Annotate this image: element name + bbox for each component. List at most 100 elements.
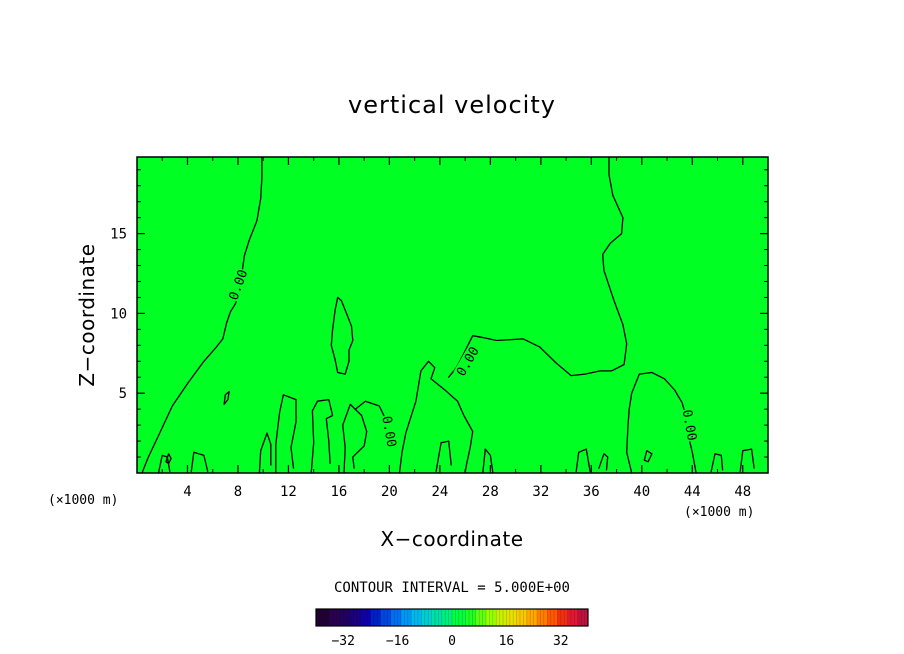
contour-label-2: 0.00 bbox=[378, 415, 398, 448]
colorbar-cell bbox=[404, 609, 409, 626]
colorbar-cell bbox=[499, 609, 504, 626]
x-tick-label-4: 20 bbox=[381, 484, 398, 500]
x-tick-label-11: 48 bbox=[734, 484, 751, 500]
colorbar-cell bbox=[513, 609, 517, 626]
contour-label-bg-1 bbox=[453, 343, 482, 379]
x-tick-label-5: 24 bbox=[431, 484, 448, 500]
zero-contour-15 bbox=[575, 448, 591, 473]
zero-contour-1 bbox=[330, 296, 354, 375]
x-tick-label-10: 44 bbox=[684, 484, 701, 500]
x-unit-label-right: (×1000 m) bbox=[684, 505, 754, 520]
colorbar-cell bbox=[333, 609, 337, 626]
zero-contour-8 bbox=[310, 398, 334, 474]
colorbar-tick-label-0: −32 bbox=[331, 634, 354, 649]
colorbar-cell bbox=[516, 609, 521, 626]
colorbar-cell bbox=[384, 609, 388, 626]
colorbar-cell bbox=[584, 609, 589, 626]
zero-contour-17 bbox=[710, 453, 724, 473]
colorbar-cell bbox=[503, 609, 507, 626]
zero-contour-12 bbox=[190, 451, 209, 473]
zero-contour-3 bbox=[448, 156, 628, 378]
zero-contour-13 bbox=[435, 440, 452, 473]
colorbar-cell bbox=[407, 609, 412, 626]
y-axis-label: Z−coordinate bbox=[75, 243, 99, 386]
zero-contour-6 bbox=[258, 432, 272, 474]
y-tick-label-0: 5 bbox=[119, 386, 127, 402]
colorbar-cell bbox=[547, 609, 551, 626]
colorbar-cell bbox=[441, 609, 446, 626]
colorbar-cell bbox=[438, 609, 443, 626]
x-tick-label-9: 40 bbox=[633, 484, 650, 500]
colorbar-cell bbox=[482, 609, 487, 626]
chart-title: vertical velocity bbox=[348, 91, 556, 119]
colorbar-cell bbox=[533, 609, 538, 626]
colorbar-cell bbox=[574, 609, 579, 626]
colorbar-cell bbox=[537, 609, 541, 626]
colorbar-cell bbox=[526, 609, 531, 626]
colorbar-cell bbox=[397, 609, 402, 626]
colorbar-cell bbox=[506, 609, 511, 626]
colorbar-cell bbox=[356, 609, 361, 626]
x-axis-label: X−coordinate bbox=[380, 527, 523, 551]
colorbar-cell bbox=[530, 609, 534, 626]
contour-label-bg-3 bbox=[680, 408, 700, 443]
zero-contour-18 bbox=[739, 448, 755, 473]
y-tick-label-2: 15 bbox=[110, 227, 127, 243]
colorbar-cell bbox=[370, 609, 375, 626]
colorbar-cell bbox=[577, 609, 582, 626]
zero-contour-2 bbox=[398, 360, 474, 474]
colorbar-cell bbox=[367, 609, 371, 626]
colorbar-cell bbox=[394, 609, 398, 626]
colorbar-cell bbox=[428, 609, 432, 626]
zero-contour-7 bbox=[275, 394, 297, 474]
colorbar-cell bbox=[540, 609, 545, 626]
colorbar-cell bbox=[390, 609, 395, 626]
colorbar-cell bbox=[387, 609, 392, 626]
y-tick-label-1: 10 bbox=[110, 306, 127, 322]
x-tick-label-0: 4 bbox=[183, 484, 191, 500]
colorbar-ticks: −32 −16 0 16 32 bbox=[331, 634, 568, 649]
zero-contour-16 bbox=[598, 453, 609, 471]
colorbar-cell bbox=[445, 609, 449, 626]
colorbar-cell bbox=[380, 609, 385, 626]
plot-frame bbox=[136, 156, 769, 474]
colorbar-cell bbox=[424, 609, 429, 626]
colorbar-cell bbox=[431, 609, 436, 626]
contour-label-bg-0 bbox=[225, 267, 251, 303]
colorbar-cell bbox=[492, 609, 497, 626]
colorbar-cell bbox=[452, 609, 456, 626]
colorbar-cell bbox=[350, 609, 354, 626]
colorbar-cell bbox=[316, 609, 320, 626]
contour-label-bg-2 bbox=[379, 414, 400, 449]
colorbar-tick-label-2: 0 bbox=[448, 634, 456, 649]
colorbar-tick-label-3: 16 bbox=[499, 634, 515, 649]
x-axis-ticks: 4 8 12 16 20 24 28 32 36 40 44 48 bbox=[161, 157, 751, 500]
colorbar-cell bbox=[411, 609, 415, 626]
colorbar-cell bbox=[475, 609, 480, 626]
colorbar-cell bbox=[486, 609, 490, 626]
zero-contour-0 bbox=[141, 156, 263, 474]
colorbar-cell bbox=[462, 609, 466, 626]
colorbar-cell bbox=[360, 609, 364, 626]
colorbar-cell bbox=[489, 609, 494, 626]
colorbar-cell bbox=[455, 609, 460, 626]
zero-contour-lines bbox=[141, 156, 755, 474]
zero-contour-20 bbox=[165, 453, 172, 465]
colorbar-cell bbox=[564, 609, 568, 626]
colorbar-cell bbox=[322, 609, 327, 626]
zero-contour-19 bbox=[643, 450, 653, 463]
colorbar-cell bbox=[401, 609, 405, 626]
colorbar-cell bbox=[414, 609, 419, 626]
x-tick-label-2: 12 bbox=[280, 484, 297, 500]
colorbar-cell bbox=[339, 609, 344, 626]
colorbar-cell bbox=[336, 609, 341, 626]
colorbar-cell bbox=[479, 609, 483, 626]
colorbar-cell bbox=[448, 609, 453, 626]
colorbar-cell bbox=[458, 609, 463, 626]
colorbar-frame bbox=[315, 608, 589, 627]
colorbar-cell bbox=[343, 609, 347, 626]
zero-contour-5 bbox=[223, 390, 230, 406]
x-tick-label-7: 32 bbox=[532, 484, 549, 500]
x-tick-label-6: 28 bbox=[482, 484, 499, 500]
